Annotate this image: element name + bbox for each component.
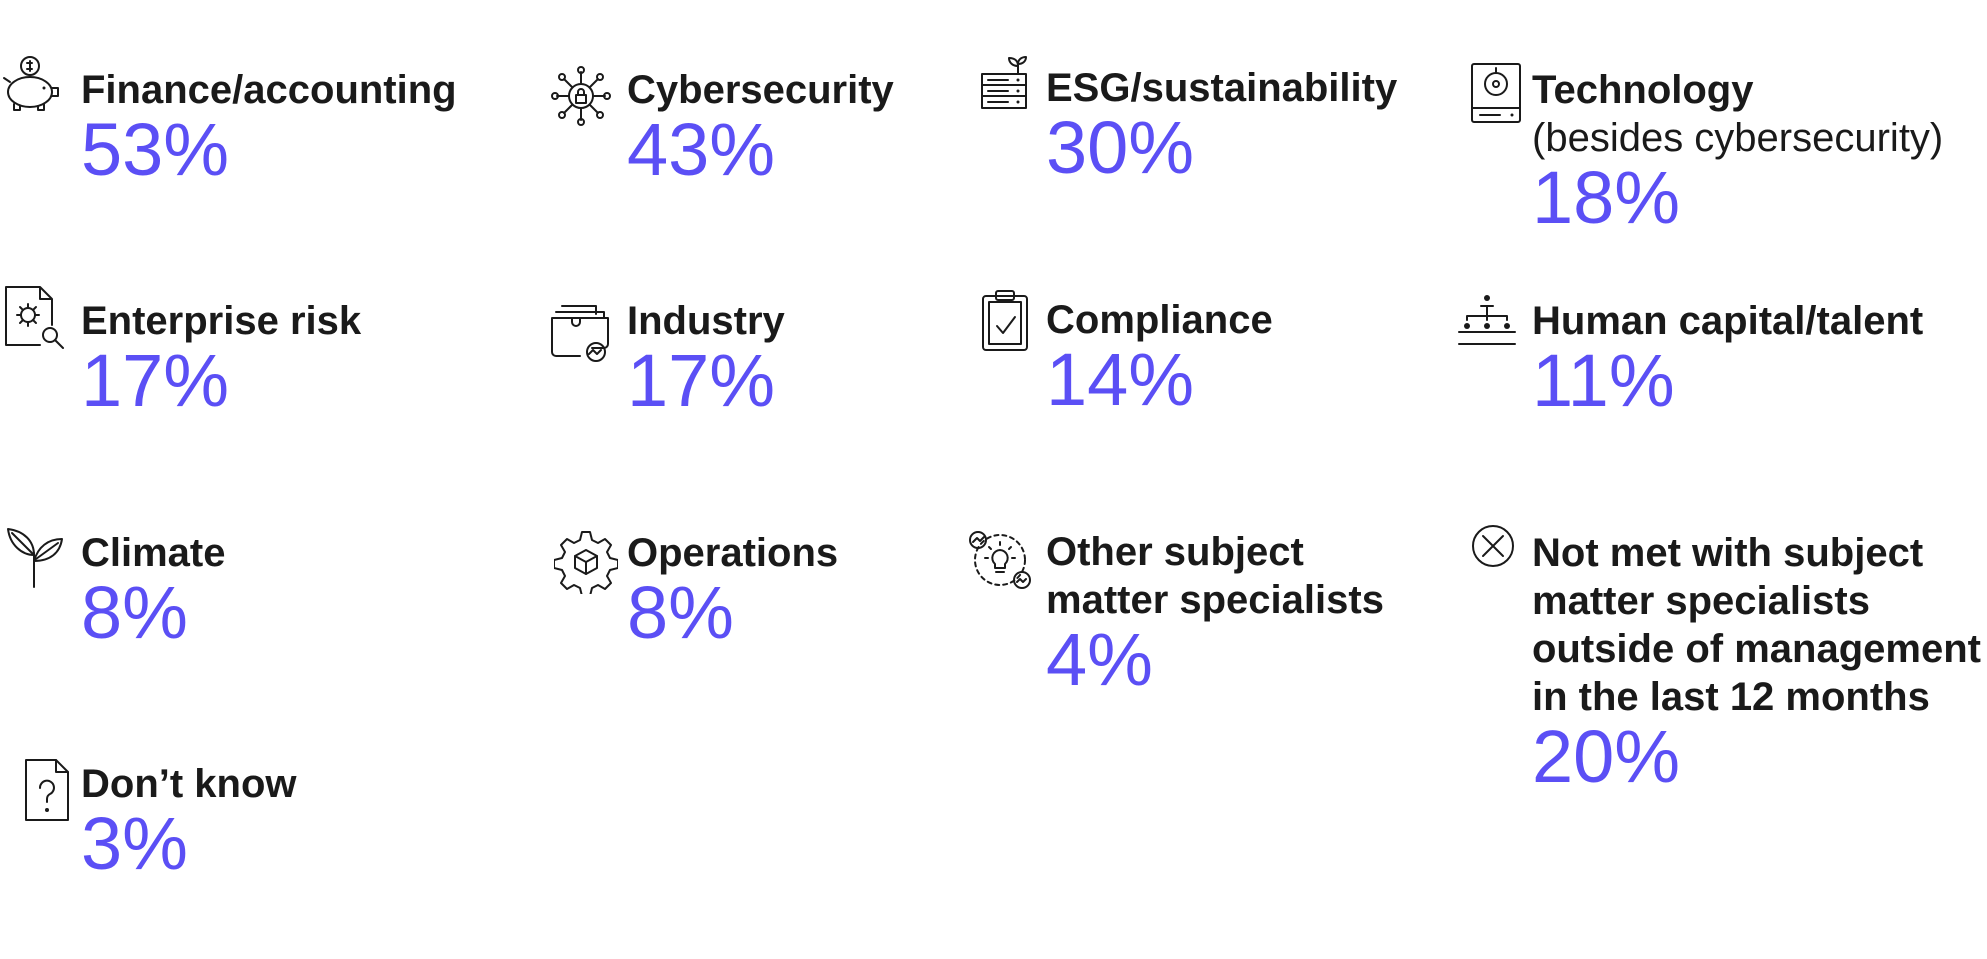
org-chart-icon xyxy=(1455,288,1519,352)
item-value: 17% xyxy=(81,341,361,421)
item-value: 8% xyxy=(81,573,226,653)
item-climate: Climate 8% xyxy=(81,529,226,653)
item-label: ESG/sustainability xyxy=(1046,64,1397,112)
question-document-icon xyxy=(22,758,86,822)
item-value: 18% xyxy=(1532,158,1943,238)
item-label: Climate xyxy=(81,529,226,577)
item-other: Other subject matter specialists 4% xyxy=(1046,528,1384,700)
item-label-line-1: Not met with subject xyxy=(1532,529,1981,577)
item-dontknow: Don’t know 3% xyxy=(81,760,297,884)
item-compliance: Compliance 14% xyxy=(1046,296,1273,420)
industry-folder-icon xyxy=(548,300,612,364)
item-value: 14% xyxy=(1046,340,1273,420)
item-cyber: Cybersecurity 43% xyxy=(627,66,894,190)
item-label-line-4: in the last 12 months xyxy=(1532,673,1981,721)
item-value: 43% xyxy=(627,110,894,190)
item-label: Compliance xyxy=(1046,296,1273,344)
piggy-bank-icon xyxy=(0,52,64,116)
network-lock-icon xyxy=(549,64,613,128)
item-label: Finance/accounting xyxy=(81,66,457,114)
item-label: Industry xyxy=(627,297,785,345)
item-finance: Finance/accounting 53% xyxy=(81,66,457,190)
item-value: 4% xyxy=(1046,620,1384,700)
clipboard-check-icon xyxy=(979,288,1043,352)
risk-document-icon xyxy=(2,285,66,349)
item-value: 30% xyxy=(1046,108,1397,188)
item-label: Don’t know xyxy=(81,760,297,808)
item-label: Operations xyxy=(627,529,838,577)
item-label: Human capital/talent xyxy=(1532,297,1923,345)
item-value: 8% xyxy=(627,573,838,653)
item-label-line-3: outside of management xyxy=(1532,625,1981,673)
item-esg: ESG/sustainability 30% xyxy=(1046,64,1397,188)
item-operations: Operations 8% xyxy=(627,529,838,653)
item-talent: Human capital/talent 11% xyxy=(1532,297,1923,421)
server-plant-icon xyxy=(978,52,1042,116)
item-value: 17% xyxy=(627,341,785,421)
item-label: Cybersecurity xyxy=(627,66,894,114)
item-notmet: Not met with subject matter specialists … xyxy=(1532,529,1981,797)
gear-box-icon xyxy=(554,530,618,594)
item-industry: Industry 17% xyxy=(627,297,785,421)
item-value: 11% xyxy=(1532,341,1923,421)
item-label-line-2: matter specialists xyxy=(1046,576,1384,624)
item-label: Technology xyxy=(1532,66,1943,114)
lightbulb-cycle-icon xyxy=(968,528,1032,592)
item-risk: Enterprise risk 17% xyxy=(81,297,361,421)
item-value: 3% xyxy=(81,804,297,884)
item-label-line-2: matter specialists xyxy=(1532,577,1981,625)
hard-drive-icon xyxy=(1466,62,1530,126)
x-circle-icon xyxy=(1469,524,1533,588)
item-label-line-1: Other subject xyxy=(1046,528,1384,576)
item-label: Enterprise risk xyxy=(81,297,361,345)
item-tech: Technology (besides cybersecurity) 18% xyxy=(1532,66,1943,238)
leaves-icon xyxy=(2,525,66,589)
item-sublabel: (besides cybersecurity) xyxy=(1532,114,1943,162)
item-value: 20% xyxy=(1532,717,1981,797)
item-value: 53% xyxy=(81,110,457,190)
